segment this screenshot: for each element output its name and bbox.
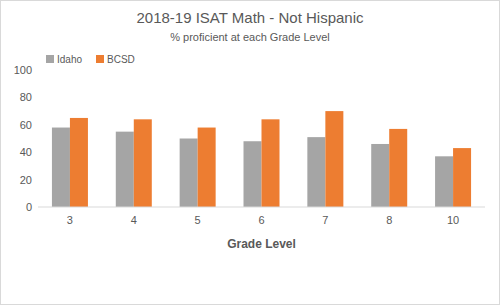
bar (180, 139, 198, 208)
x-tick-label: 10 (447, 214, 459, 226)
bar (244, 141, 262, 207)
bar (116, 132, 134, 207)
y-tick-label: 0 (26, 201, 32, 213)
tick-mark (35, 124, 38, 125)
x-tick-label: 5 (195, 214, 201, 226)
tick-mark (35, 207, 38, 208)
bar (262, 119, 280, 207)
x-tick-label: 8 (386, 214, 392, 226)
tick-mark (35, 70, 38, 71)
x-axis-line (38, 207, 485, 208)
y-tick-label: 100 (14, 64, 32, 76)
bar (70, 118, 88, 207)
x-axis-title: Grade Level (227, 237, 296, 251)
legend-label: Idaho (57, 54, 82, 65)
tick-mark (35, 97, 38, 98)
bar (307, 137, 325, 207)
legend-label: BCSD (107, 54, 135, 65)
bar (198, 128, 216, 207)
tick-mark (35, 152, 38, 153)
x-tick-label: 3 (67, 214, 73, 226)
bar (134, 119, 152, 207)
y-tick-label: 80 (20, 91, 32, 103)
bar (389, 129, 407, 207)
y-tick-label: 60 (20, 119, 32, 131)
y-tick-label: 40 (20, 146, 32, 158)
y-tick-label: 20 (20, 174, 32, 186)
subtitle: % proficient at each Grade Level (170, 31, 330, 43)
x-tick-label: 6 (258, 214, 264, 226)
legend-swatch (96, 55, 104, 63)
chart-svg: 2018-19 ISAT Math - Not Hispanic % profic… (0, 0, 500, 305)
bar (453, 148, 471, 207)
chart-frame (1, 1, 500, 305)
title: 2018-19 ISAT Math - Not Hispanic (136, 9, 364, 26)
tick-mark (35, 179, 38, 180)
bar (325, 111, 343, 207)
x-tick-label: 4 (131, 214, 137, 226)
bar (52, 128, 70, 207)
bars (52, 111, 471, 207)
bar (435, 156, 453, 207)
x-tick-label: 7 (322, 214, 328, 226)
legend-swatch (46, 55, 54, 63)
chart-container: 2018-19 ISAT Math - Not Hispanic % profic… (0, 0, 500, 305)
bar (371, 144, 389, 207)
